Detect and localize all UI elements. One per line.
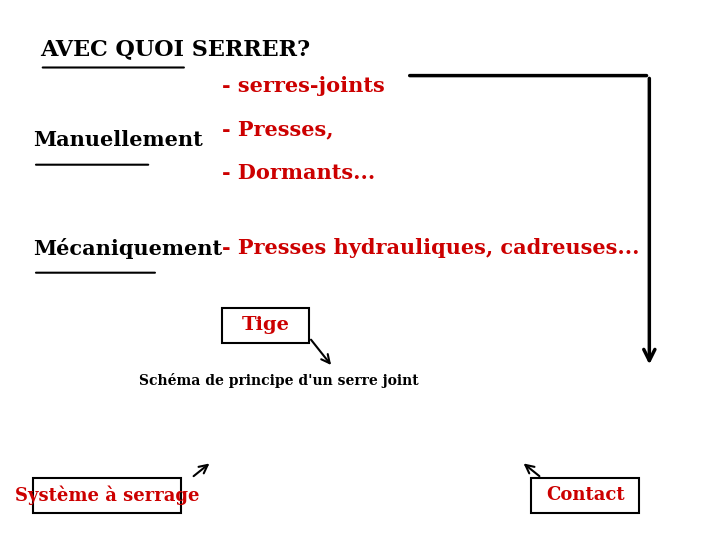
FancyBboxPatch shape [33, 478, 181, 513]
Text: - Presses,: - Presses, [222, 119, 333, 140]
Text: Schéma de principe d'un serre joint: Schéma de principe d'un serre joint [139, 373, 419, 388]
Text: Système à serrage: Système à serrage [15, 485, 199, 505]
Text: Tige: Tige [241, 316, 289, 334]
FancyBboxPatch shape [222, 308, 310, 343]
Text: Manuellement: Manuellement [33, 130, 203, 151]
Text: - serres-joints: - serres-joints [222, 76, 384, 97]
Text: Mécaniquement: Mécaniquement [33, 238, 222, 259]
Text: - Presses hydrauliques, cadreuses...: - Presses hydrauliques, cadreuses... [222, 238, 639, 259]
Text: AVEC QUOI SERRER?: AVEC QUOI SERRER? [40, 38, 310, 60]
Text: - Dormants...: - Dormants... [222, 163, 375, 183]
Text: Contact: Contact [546, 487, 625, 504]
FancyBboxPatch shape [531, 478, 639, 513]
